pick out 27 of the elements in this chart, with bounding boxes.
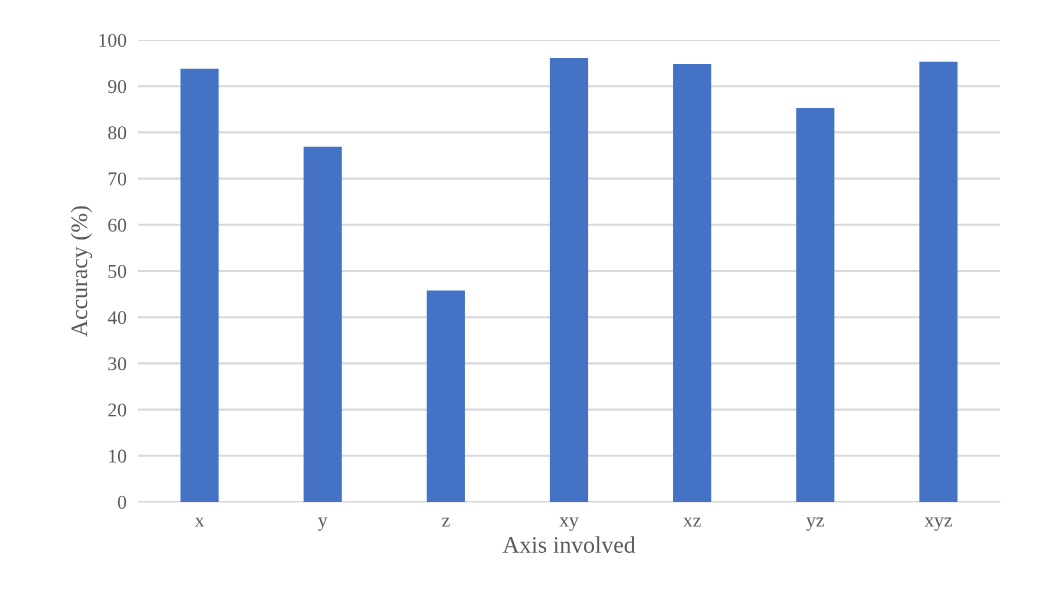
y-tick-label: 70 <box>108 172 127 186</box>
x-tick-label: xyz <box>924 517 952 531</box>
y-tick-label: 50 <box>108 264 127 278</box>
x-tick-label: z <box>442 517 450 527</box>
y-axis-title: Accuracy (%) <box>70 206 93 337</box>
x-tick-label: xz <box>683 517 701 527</box>
y-tick-label: 40 <box>107 311 127 325</box>
bar <box>303 146 342 502</box>
x-tick-label: y <box>318 517 328 531</box>
y-tick-label: 20 <box>108 403 127 417</box>
bar <box>549 58 589 502</box>
bar <box>180 68 219 502</box>
bar <box>796 107 835 502</box>
x-tick-label: xy <box>559 517 579 531</box>
x-tick-label: yz <box>806 517 824 531</box>
y-tick-label: 10 <box>109 449 127 463</box>
y-tick-label: 90 <box>108 80 127 94</box>
y-tick-label: 80 <box>108 126 127 140</box>
x-axis-title: Axis involved <box>502 536 636 553</box>
y-tick-label: 30 <box>108 357 127 371</box>
bar <box>673 64 712 502</box>
y-tick-label: 0 <box>117 495 127 509</box>
y-tick-label: 100 <box>99 33 127 47</box>
bar <box>919 61 958 502</box>
y-tick-label: 60 <box>108 218 127 232</box>
bar <box>426 290 465 502</box>
x-tick-label: x <box>194 517 205 527</box>
